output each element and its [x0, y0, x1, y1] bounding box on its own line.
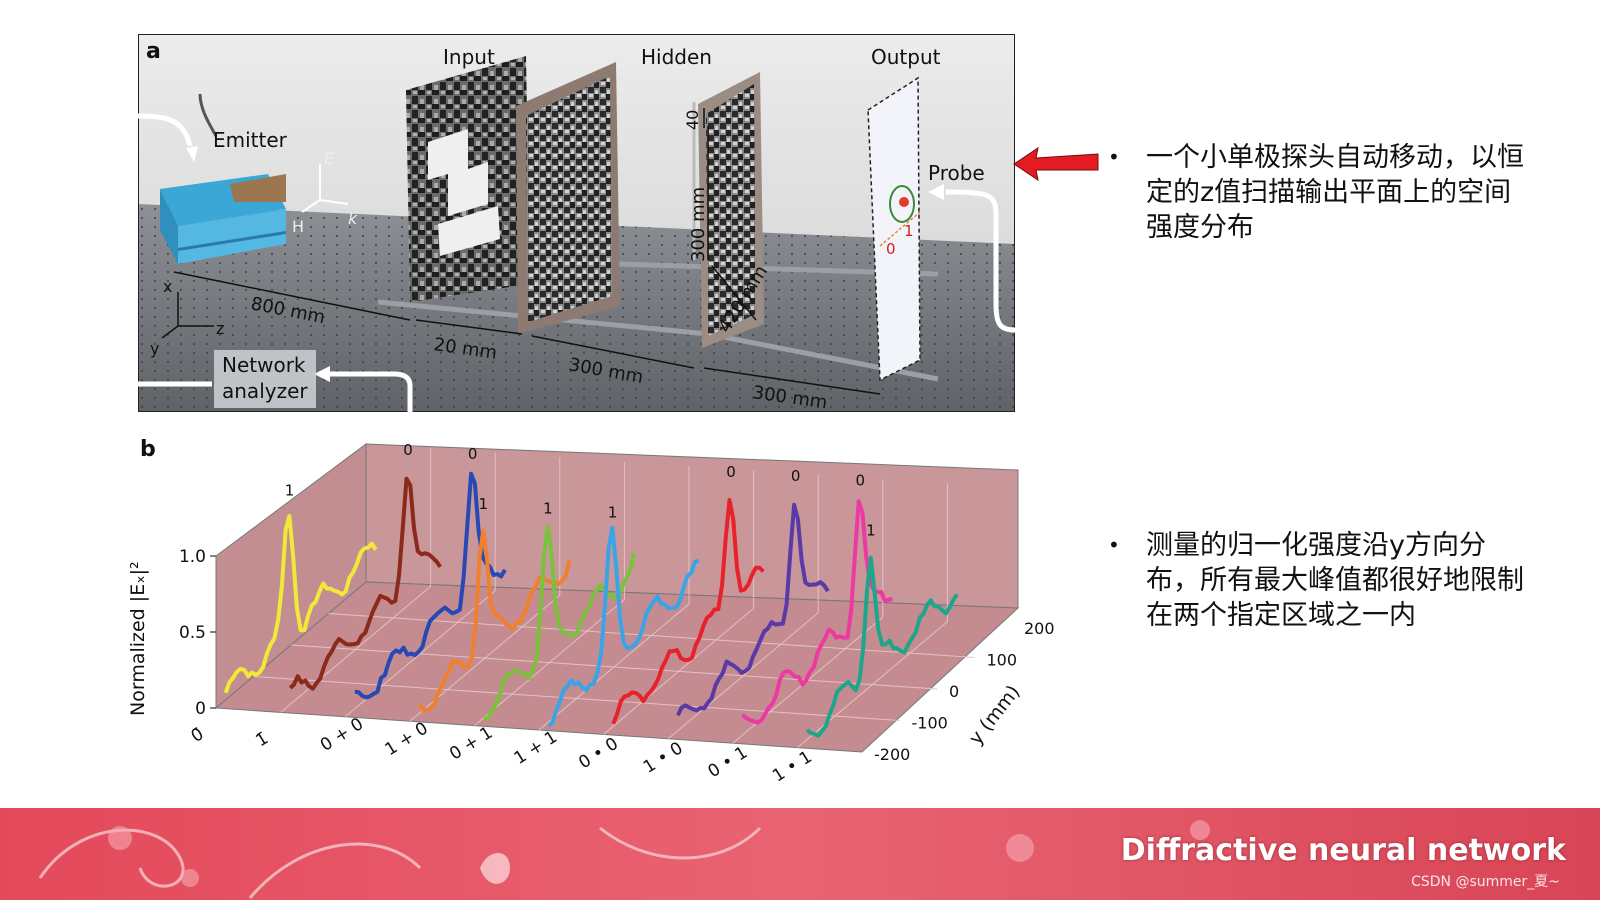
bullet-1-text: 一个小单极探头自动移动，以恒定的z值扫描输出平面上的空间强度分布	[1146, 142, 1524, 243]
value-tick-label: 0.5	[179, 623, 206, 643]
hidden-plane-front	[516, 62, 620, 334]
series-peak-label: 0	[403, 441, 413, 459]
series-peak-label: 1	[866, 521, 876, 539]
field-vectors-icon	[301, 164, 349, 213]
depth-tick-label: 0	[949, 682, 959, 701]
chart-value-ticks: 0 0.5 1.0	[179, 547, 216, 719]
series-line	[611, 498, 765, 725]
chart-peak-labels: 1 0 0 1 1 1 0 0 0 1	[285, 441, 876, 540]
depth-tick-label: 200	[1024, 619, 1055, 638]
series-peak-label: 1	[478, 495, 488, 513]
hidden-plane-back	[692, 72, 764, 348]
watermark: CSDN @summer_夏~	[1411, 874, 1560, 890]
emitter-foam-blocks	[160, 93, 286, 264]
dim-40-label: 40	[683, 110, 702, 130]
floor-gridline	[328, 613, 975, 658]
axis-y-label: y	[150, 339, 159, 358]
probe-label: Probe	[928, 161, 985, 185]
bullet-dot-icon: •	[1108, 145, 1120, 169]
chart-series-group	[223, 471, 959, 738]
panel-a-setup-photo: Emitter E H k 0 1	[138, 34, 1015, 412]
category-tick-label: 1 + 1	[511, 727, 561, 769]
axis-z-label: z	[216, 319, 224, 338]
field-k-label: k	[348, 209, 358, 228]
field-h-label: H	[292, 217, 304, 236]
output-plane	[867, 76, 921, 382]
output-label: Output	[871, 45, 941, 69]
network-analyzer-label-line1: Network	[222, 353, 306, 377]
network-analyzer-label-line2: analyzer	[222, 379, 308, 403]
bullet-1: • 一个小单极探头自动移动，以恒定的z值扫描输出平面上的空间强度分布	[1108, 140, 1528, 245]
category-tick-label: 0̄	[188, 724, 208, 747]
series-peak-label: 0	[855, 472, 865, 490]
dim-300-vertical-label: 300 mm	[688, 187, 709, 262]
series-peak-label: 0	[468, 445, 478, 463]
footer-banner	[0, 808, 1600, 900]
panel-a-letter: a	[146, 39, 161, 64]
field-e-label: E	[324, 149, 335, 168]
dimension-lines	[173, 108, 881, 395]
panel-b-letter: b	[140, 437, 156, 462]
input-plane	[406, 56, 530, 302]
footer-title: Diffractive neural network	[1120, 833, 1566, 868]
value-tick-label: 0	[195, 699, 206, 719]
input-label: Input	[443, 45, 495, 69]
series-peak-label: 1	[608, 504, 618, 522]
category-tick-label: 0 • 0	[575, 734, 622, 773]
value-tick-label: 1.0	[179, 547, 206, 567]
series-line	[288, 476, 442, 691]
series-peak-label: 1	[543, 499, 553, 517]
series-peak-label: 1	[285, 482, 295, 500]
category-tick-label: 0 • 1	[705, 743, 752, 782]
series-line	[741, 499, 893, 725]
bullet-2: • 测量的归一化强度沿y方向分布，所有最大峰值都很好地限制在两个指定区域之一内	[1108, 528, 1528, 633]
depth-tick-label: -100	[912, 714, 948, 733]
xyz-axes-icon	[161, 292, 214, 339]
series-line	[483, 524, 637, 721]
red-arrow-icon	[1013, 146, 1099, 182]
probe-one-label: 1	[904, 222, 914, 240]
bullet-dot-icon: •	[1108, 533, 1120, 557]
depth-tick-label: 100	[987, 651, 1018, 670]
emitter-label: Emitter	[213, 128, 288, 152]
series-line	[354, 471, 507, 700]
floor-gridline	[253, 676, 900, 721]
series-peak-label: 0	[726, 463, 736, 481]
category-tick-label: 1 + 0	[382, 718, 432, 760]
bullet-2-text: 测量的归一化强度沿y方向分布，所有最大峰值都很好地限制在两个指定区域之一内	[1146, 530, 1524, 631]
series-peak-label: 0	[791, 467, 801, 485]
series-line	[676, 502, 830, 717]
probe-zero-label: 0	[886, 240, 896, 258]
series-line	[547, 525, 700, 728]
depth-tick-label: -200	[874, 745, 910, 764]
chart-y-axis-label: Normalized |Eₓ|²	[127, 561, 149, 716]
series-line	[805, 555, 959, 738]
axis-x-label: x	[163, 277, 172, 296]
category-tick-label: 0 + 0	[317, 714, 367, 756]
series-line	[223, 514, 378, 694]
category-tick-label: 1 • 0	[640, 738, 687, 777]
chart-depth-axis-label: y (mm)	[965, 681, 1025, 749]
category-tick-label: 1 • 1	[769, 747, 816, 786]
category-tick-label: 0 + 1	[446, 723, 496, 765]
chart-depth-ticks: 200 100 0-100-200	[874, 619, 1055, 764]
hidden-label: Hidden	[641, 45, 712, 69]
category-tick-label: 1̄	[252, 729, 272, 752]
